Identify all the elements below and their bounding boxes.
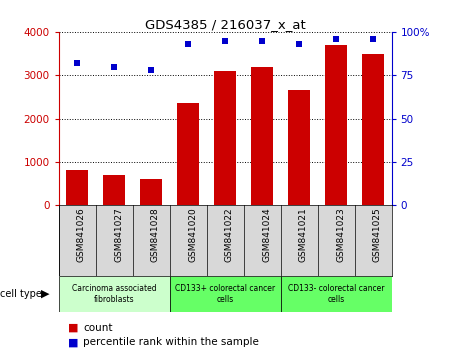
Text: GSM841026: GSM841026 (77, 207, 86, 262)
Bar (214, 71, 236, 205)
Text: CD133- colorectal cancer
cells: CD133- colorectal cancer cells (288, 284, 384, 303)
Point (110, 64, 117, 69)
Point (295, 41, 302, 47)
Point (148, 67, 155, 73)
Bar (251, 67, 273, 205)
Text: Carcinoma associated
fibroblasts: Carcinoma associated fibroblasts (72, 284, 156, 303)
Point (258, 38, 265, 44)
Bar (280, 276, 392, 312)
Bar (140, 179, 162, 205)
Text: GSM841025: GSM841025 (373, 207, 382, 262)
Point (221, 38, 229, 44)
Text: percentile rank within the sample: percentile rank within the sample (83, 337, 259, 347)
Point (73, 60, 81, 66)
Text: ▶: ▶ (40, 289, 49, 299)
Text: GSM841021: GSM841021 (299, 207, 308, 262)
Bar (362, 53, 384, 205)
Point (184, 41, 192, 47)
Text: GSM841024: GSM841024 (262, 207, 271, 262)
Bar (288, 90, 310, 205)
Text: GSM841027: GSM841027 (114, 207, 123, 262)
Text: GSM841020: GSM841020 (188, 207, 197, 262)
Text: GSM841028: GSM841028 (151, 207, 160, 262)
Bar (58, 276, 170, 312)
Bar (170, 276, 280, 312)
Text: GSM841022: GSM841022 (225, 207, 234, 262)
Bar (325, 45, 347, 205)
Point (333, 36, 340, 42)
Title: GDS4385 / 216037_x_at: GDS4385 / 216037_x_at (144, 18, 306, 31)
Bar (103, 175, 125, 205)
Text: count: count (83, 323, 113, 333)
Text: ■: ■ (68, 337, 81, 347)
Bar (66, 170, 88, 205)
Text: CD133+ colorectal cancer
cells: CD133+ colorectal cancer cells (175, 284, 275, 303)
Text: GSM841023: GSM841023 (336, 207, 345, 262)
Point (369, 36, 377, 42)
Text: ■: ■ (68, 323, 81, 333)
Bar (177, 103, 199, 205)
Text: cell type: cell type (0, 289, 42, 299)
